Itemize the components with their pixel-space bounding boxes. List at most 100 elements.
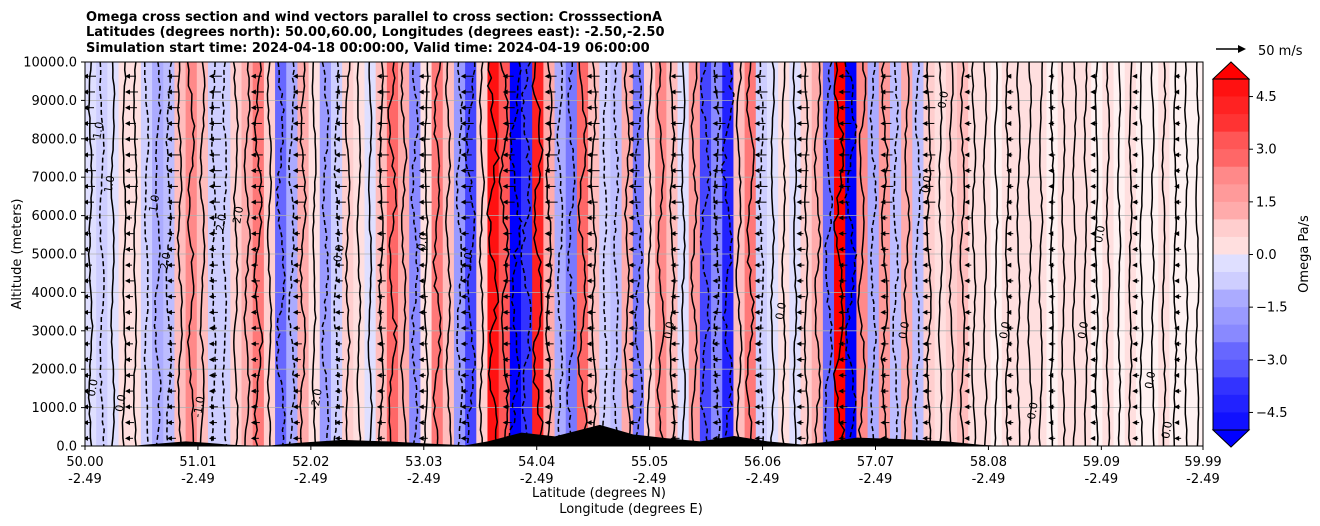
wind-vector-arrowhead <box>334 420 340 426</box>
omega-contour-negative <box>844 62 858 446</box>
wind-vector-arrowhead <box>1090 294 1096 300</box>
wind-vector-arrowhead <box>712 309 718 315</box>
contour-label: 0.0 <box>1025 401 1041 420</box>
wind-vector-arrowhead <box>124 105 130 111</box>
omega-contour <box>1150 62 1156 446</box>
omega-contour-negative <box>824 62 834 446</box>
wind-vector-arrowhead <box>544 120 550 126</box>
wind-vector-arrowhead <box>292 278 298 284</box>
wind-vector-arrowhead <box>586 168 592 174</box>
x-tick-label-latitude: 59.99 <box>1184 455 1221 470</box>
wind-vector-arrowhead <box>124 231 130 237</box>
wind-vector-arrowhead <box>166 231 172 237</box>
wind-vector-arrowhead <box>1006 435 1012 441</box>
wind-vector-arrowhead <box>124 388 130 394</box>
wind-vector-arrowhead <box>628 73 634 79</box>
wind-vector-arrowhead <box>796 105 802 111</box>
wind-vector-arrowhead <box>85 294 88 300</box>
wind-vector-arrowhead <box>85 278 88 284</box>
wind-vector-arrowhead <box>838 309 844 315</box>
wind-vector-arrowhead <box>1174 325 1180 331</box>
wind-vector-arrowhead <box>1174 120 1180 126</box>
wind-vector-arrowhead <box>838 215 844 221</box>
omega-contour <box>857 62 867 446</box>
wind-vector-arrowhead <box>1006 136 1012 142</box>
wind-vector-arrowhead <box>586 89 592 95</box>
wind-vector-arrowhead <box>544 215 550 221</box>
wind-vector-arrowhead <box>880 404 886 410</box>
wind-vector-arrowhead <box>1090 215 1096 221</box>
wind-vector-arrowhead <box>334 199 340 205</box>
wind-vector-arrowhead <box>964 294 970 300</box>
wind-vector-arrowhead <box>754 325 760 331</box>
wind-vector-arrowhead <box>418 136 424 142</box>
omega-contour-negative <box>99 62 105 446</box>
wind-vector-arrowhead <box>502 420 508 426</box>
x-tick-label-latitude: 55.05 <box>631 455 668 470</box>
wind-vector-arrowhead <box>1048 231 1054 237</box>
wind-vector-arrowhead <box>334 262 340 268</box>
wind-vector-arrowhead <box>124 120 130 126</box>
colorbar-segment <box>1213 79 1249 97</box>
wind-vector-arrowhead <box>838 73 844 79</box>
wind-vector-arrowhead <box>586 357 592 363</box>
y-tick-label: 2000.0 <box>32 363 78 378</box>
wind-vector-arrowhead <box>124 168 130 174</box>
wind-vector-arrowhead <box>586 199 592 205</box>
wind-vector-arrowhead <box>796 136 802 142</box>
wind-vector-arrowhead <box>1174 262 1180 268</box>
omega-contour <box>87 62 94 446</box>
wind-vector-arrowhead <box>250 105 256 111</box>
omega-contour-negative <box>520 62 533 446</box>
wind-vector-arrowhead <box>1090 73 1096 79</box>
terrain <box>129 424 1003 446</box>
wind-vector-arrowhead <box>85 246 88 252</box>
wind-vector-arrowhead <box>1132 262 1138 268</box>
omega-contour <box>266 62 273 446</box>
omega-contour <box>769 62 776 446</box>
wind-vector-arrowhead <box>250 215 256 221</box>
wind-vector-arrowhead <box>586 262 592 268</box>
wind-vector-arrowhead <box>292 105 298 111</box>
wind-vector-arrowhead <box>544 294 550 300</box>
wind-vector-arrowhead <box>418 215 424 221</box>
omega-contour <box>1071 62 1077 446</box>
wind-vector-arrowhead <box>292 246 298 252</box>
y-tick-label: 4000.0 <box>32 286 78 301</box>
wind-vector-arrowhead <box>502 136 508 142</box>
wind-vector-arrowhead <box>334 136 340 142</box>
wind-vector-arrowhead <box>166 357 172 363</box>
wind-vector-arrowhead <box>85 388 88 394</box>
contour-label: 0.0 <box>997 320 1013 339</box>
wind-vector-arrowhead <box>376 420 382 426</box>
wind-vector-arrowhead <box>376 152 382 158</box>
wind-vector-arrowhead <box>292 435 298 441</box>
wind-vector-arrowhead <box>334 120 340 126</box>
omega-contour <box>590 62 597 446</box>
wind-vector-arrowhead <box>544 105 550 111</box>
wind-vector-arrowhead <box>880 420 886 426</box>
wind-vector-arrowhead <box>754 89 760 95</box>
wind-vector-arrowhead <box>964 215 970 221</box>
wind-vector-arrowhead <box>838 372 844 378</box>
wind-vector-arrowhead <box>1048 73 1054 79</box>
wind-vector-arrowhead <box>544 357 550 363</box>
wind-vector-arrowhead <box>208 388 214 394</box>
wind-vector-arrowhead <box>838 388 844 394</box>
wind-vector-arrowhead <box>166 246 172 252</box>
wind-vector-arrowhead <box>460 435 466 441</box>
wind-vector-arrowhead <box>964 309 970 315</box>
wind-vector-arrowhead <box>376 357 382 363</box>
wind-vector-arrowhead <box>208 435 214 441</box>
wind-vector-arrowhead <box>754 246 760 252</box>
wind-vector-arrowhead <box>1006 105 1012 111</box>
wind-vector-arrowhead <box>1132 404 1138 410</box>
contour-label: 0.0 <box>85 378 101 397</box>
omega-contour <box>423 62 429 446</box>
wind-vector-arrowhead <box>712 152 718 158</box>
wind-vector-arrowhead <box>1048 435 1054 441</box>
wind-vector-arrowhead <box>166 215 172 221</box>
wind-vector-arrowhead <box>586 309 592 315</box>
contour-label: 0.0 <box>331 244 347 263</box>
colorbar-segment <box>1213 149 1249 168</box>
